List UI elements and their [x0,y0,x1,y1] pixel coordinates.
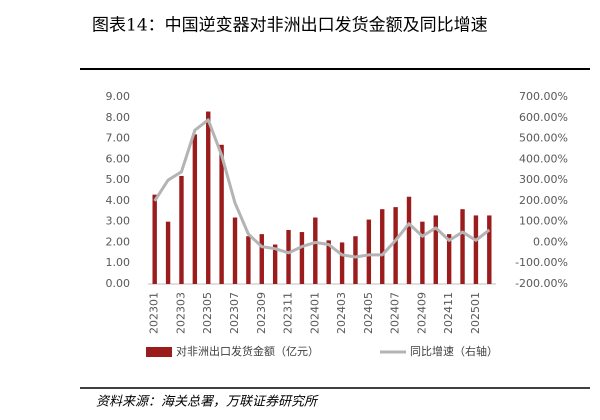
y-tick-label: 6.00 [106,152,131,165]
bar [179,175,184,284]
y2-tick-label: 300.00% [519,173,568,186]
y-tick-label: 9.00 [106,90,131,103]
x-tick-label: 202301 [148,292,161,334]
y2-tick-label: 200.00% [519,194,568,207]
bar [446,234,452,284]
bar [192,134,198,284]
y-tick-label: 4.00 [106,194,131,207]
bar [286,229,291,284]
y-tick-label: 0.00 [106,277,131,290]
line [153,118,491,259]
y2-tick-label: -100.00% [515,256,568,269]
bar [246,236,251,284]
bar [206,111,211,285]
bar [433,215,438,284]
x-tick-label: 202303 [174,292,187,334]
y2-tick-label: 100.00% [519,215,568,228]
bar [420,221,425,284]
y-tick-label: 8.00 [106,111,131,124]
x-tick-label: 202307 [228,292,241,334]
bar [165,221,171,284]
y2-tick-label: 400.00% [519,152,568,165]
bar [152,194,157,284]
x-tick-label: 202409 [415,292,428,334]
x-tick-label: 202407 [389,292,402,334]
x-tick-label: 202403 [335,292,348,334]
bar [326,240,331,284]
legend-label: 对非洲出口发货金额（亿元） [176,344,319,358]
y-tick-label: 3.00 [106,215,131,228]
bar [473,215,479,284]
legend-label: 同比增速（右轴） [410,344,498,358]
bar [353,236,358,284]
y2-tick-label: -200.00% [515,277,568,290]
legend-swatch [146,347,172,357]
bar [406,196,412,284]
bar [299,232,305,284]
bar [232,217,238,284]
y-tick-label: 2.00 [106,235,131,248]
y2-tick-label: 600.00% [519,111,568,124]
x-tick-label: 202405 [362,292,375,334]
x-tick-label: 202501 [469,292,482,334]
y2-tick-label: 700.00% [519,90,568,103]
y-tick-label: 5.00 [106,173,131,186]
bar [259,234,264,284]
chart-title: 图表14：中国逆变器对非洲出口发货金额及同比增速 [92,16,488,36]
y-tick-label: 7.00 [106,132,131,145]
x-tick-label: 202305 [201,292,214,334]
y2-tick-label: 0.00% [533,235,568,248]
bar [487,215,492,284]
y2-tick-label: 500.00% [519,132,568,145]
bar [380,209,385,284]
x-tick-label: 202411 [442,292,455,334]
bar [366,219,372,284]
x-tick-label: 202311 [282,292,295,334]
bar [393,207,398,284]
bar [339,242,345,284]
x-tick-label: 202309 [255,292,268,334]
bar [460,209,465,284]
bar [272,244,278,284]
source: 资料来源：海关总署，万联证券研究所 [96,394,319,410]
bar [219,144,224,284]
y-tick-label: 1.00 [106,256,131,269]
bar [313,217,318,284]
x-tick-label: 202401 [308,292,321,334]
